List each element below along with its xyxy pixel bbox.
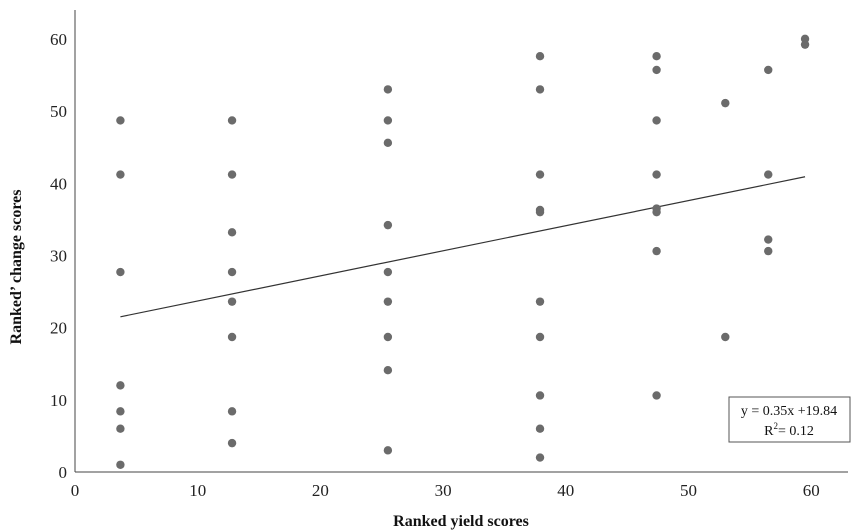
x-tick-label: 60 (803, 481, 820, 500)
data-point (227, 228, 237, 237)
data-point (116, 460, 125, 469)
data-point (535, 85, 545, 94)
data-point (227, 297, 237, 306)
data-point (116, 407, 125, 416)
y-tick-label: 50 (50, 102, 67, 121)
data-point (535, 207, 545, 217)
data-point (383, 297, 393, 306)
r-squared-exponent: 2 (773, 421, 778, 431)
y-tick-label: 40 (50, 174, 67, 193)
trendline (120, 176, 806, 318)
r-squared-label: R2= 0.12 (764, 421, 814, 439)
data-point (535, 391, 545, 400)
x-tick-label: 10 (189, 481, 206, 500)
data-point (764, 170, 773, 179)
y-tick-label: 0 (59, 463, 68, 482)
data-point (227, 332, 237, 342)
x-tick-label: 30 (435, 481, 452, 500)
x-tick-label: 50 (680, 481, 697, 500)
data-point (227, 267, 237, 277)
data-point (535, 52, 545, 61)
data-point (116, 116, 125, 125)
data-point (116, 267, 125, 277)
data-point (652, 52, 661, 61)
data-point (652, 65, 661, 75)
data-point (764, 246, 773, 256)
data-point (535, 170, 545, 179)
x-axis-title: Ranked yield scores (393, 513, 529, 530)
y-tick-label: 30 (50, 246, 67, 265)
data-point (383, 332, 393, 342)
data-point (116, 381, 125, 390)
x-tick-label: 40 (557, 481, 574, 500)
data-point (652, 207, 661, 217)
data-point (652, 116, 661, 125)
r-squared-value: = 0.12 (778, 424, 814, 439)
data-points (116, 34, 810, 469)
equation-box-border (728, 396, 851, 443)
y-axis-title: Ranked’ change scores (8, 190, 25, 345)
data-point (764, 235, 773, 244)
data-point (116, 170, 125, 179)
data-point (535, 332, 545, 342)
data-point (383, 116, 393, 125)
y-tick-label: 60 (50, 30, 67, 49)
data-point (383, 220, 393, 230)
data-point (383, 366, 393, 375)
r-squared-base: R (764, 424, 774, 439)
data-point (383, 138, 393, 148)
data-point (652, 170, 661, 179)
data-point (721, 98, 730, 108)
equation-box: y = 0.35x +19.84 R2= 0.12 (728, 396, 851, 443)
y-axis-tick-labels: 0 10 20 30 40 50 60 (50, 30, 67, 482)
x-axis-tick-labels: 0 10 20 30 40 50 60 (71, 481, 820, 500)
data-point (800, 40, 810, 49)
data-point (535, 297, 545, 306)
data-point (227, 438, 237, 448)
data-point (383, 446, 393, 455)
data-point (383, 85, 393, 94)
x-tick-label: 20 (312, 481, 329, 500)
data-point (535, 453, 545, 462)
data-point (764, 65, 773, 75)
data-point (652, 246, 661, 256)
data-point (227, 407, 237, 416)
data-point (652, 391, 661, 400)
data-point (227, 116, 237, 125)
data-point (227, 170, 237, 179)
y-tick-label: 10 (50, 391, 67, 410)
data-point (721, 332, 730, 342)
data-point (535, 424, 545, 433)
data-point (116, 424, 125, 433)
regression-equation: y = 0.35x +19.84 (741, 404, 837, 419)
x-tick-label: 0 (71, 481, 80, 500)
data-point (383, 267, 393, 277)
data-point (800, 34, 810, 44)
y-tick-label: 20 (50, 319, 67, 338)
